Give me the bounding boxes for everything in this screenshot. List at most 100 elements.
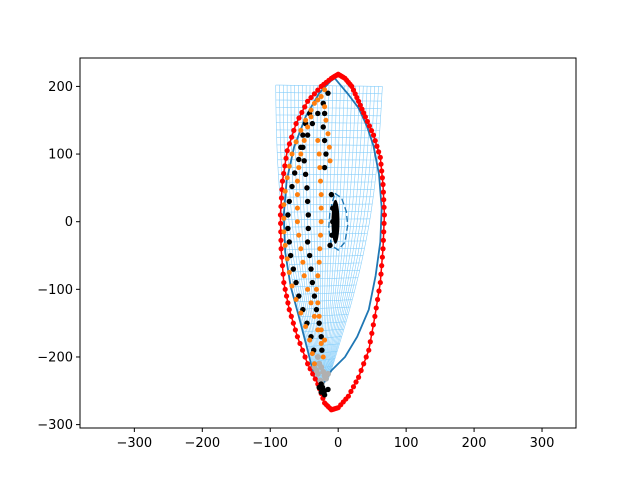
outline-point xyxy=(315,87,321,93)
outline-point xyxy=(283,155,289,161)
outline-point xyxy=(277,212,284,218)
black-point xyxy=(286,239,292,245)
gray-point xyxy=(322,375,329,382)
outline-point xyxy=(381,212,387,218)
mesh-col-line xyxy=(325,86,360,382)
outline-point xyxy=(299,347,306,353)
outline-point xyxy=(361,361,367,367)
black-point xyxy=(304,239,311,245)
black-point xyxy=(320,124,326,130)
black-point xyxy=(325,386,331,393)
outline-point xyxy=(286,141,293,147)
outline-point xyxy=(381,220,387,226)
x-tick-label: 300 xyxy=(530,436,555,451)
outline-point xyxy=(379,168,385,174)
y-tick-label: −200 xyxy=(37,350,73,365)
black-point xyxy=(311,293,318,299)
orange-point xyxy=(308,107,314,113)
black-point xyxy=(321,110,328,117)
orange-point xyxy=(281,202,287,208)
black-point xyxy=(306,252,313,259)
outline-point xyxy=(377,154,383,161)
outline-point xyxy=(296,115,302,121)
orange-point xyxy=(308,300,314,306)
black-point xyxy=(309,120,316,127)
outline-point xyxy=(355,374,362,380)
orange-point xyxy=(322,337,328,343)
outline-point xyxy=(376,288,382,294)
orange-point xyxy=(317,165,323,171)
orange-point xyxy=(323,117,329,123)
orange-point xyxy=(327,158,333,164)
x-tick-label: 100 xyxy=(394,436,419,451)
outline-point xyxy=(288,313,294,319)
outline-point xyxy=(378,271,384,277)
mesh-col-line xyxy=(325,86,364,382)
outline-point xyxy=(377,279,383,286)
outline-point xyxy=(359,106,365,112)
outline-point xyxy=(305,361,311,367)
outline-point xyxy=(281,279,287,286)
plot-frame xyxy=(79,57,577,429)
outline-point xyxy=(299,109,305,116)
orange-point xyxy=(294,178,300,184)
outline-point xyxy=(369,330,375,336)
outline-point xyxy=(279,178,286,184)
orange-point xyxy=(311,313,317,319)
y-tick-label: 0 xyxy=(65,215,73,230)
outline-point xyxy=(366,347,372,353)
contour-line xyxy=(282,77,383,390)
orange-point xyxy=(318,340,324,346)
outline-point xyxy=(282,286,288,292)
outline-point xyxy=(312,376,318,382)
orange-point xyxy=(322,87,328,93)
orange-point xyxy=(316,151,322,157)
black-point xyxy=(318,333,324,340)
black-point xyxy=(301,158,307,164)
x-tick-label: 200 xyxy=(462,436,487,451)
outline-point xyxy=(292,327,298,333)
black-point xyxy=(328,191,335,198)
outline-point xyxy=(370,132,377,138)
orange-point xyxy=(300,259,306,265)
black-point xyxy=(329,232,335,238)
orange-point xyxy=(294,205,300,211)
orange-point xyxy=(315,273,321,279)
orange-point xyxy=(315,300,321,306)
orange-point xyxy=(311,100,317,106)
orange-point xyxy=(294,219,300,225)
outline-point xyxy=(374,143,380,149)
mesh-col-line xyxy=(283,85,319,384)
outline-point xyxy=(280,271,286,277)
black-point xyxy=(285,212,291,218)
orange-point xyxy=(318,327,324,333)
black-point xyxy=(321,392,328,398)
outline-point xyxy=(283,293,290,299)
outline-point xyxy=(378,161,384,167)
black-point xyxy=(321,137,328,144)
orange-point xyxy=(298,151,304,157)
mesh-col-line xyxy=(327,86,383,381)
outline-point xyxy=(310,371,316,377)
orange-point xyxy=(296,232,302,238)
mesh-col-line xyxy=(325,86,356,382)
orange-point xyxy=(298,246,304,252)
gray-point xyxy=(313,367,320,374)
orange-point xyxy=(313,286,319,292)
outline-point xyxy=(372,138,378,144)
black-point xyxy=(290,266,297,272)
orange-point xyxy=(326,144,332,150)
orange-point xyxy=(282,188,288,194)
outline-point xyxy=(370,322,376,328)
orange-point xyxy=(284,175,290,181)
mesh-col-line xyxy=(312,85,322,383)
outline-point xyxy=(379,263,385,269)
mesh-col-line xyxy=(326,86,368,382)
orange-point xyxy=(305,124,311,130)
x-axis: −300 −200 −100 0 100 200 300 xyxy=(116,428,554,451)
outline-point xyxy=(372,313,378,319)
mesh-col-line xyxy=(322,85,326,383)
outline-point xyxy=(380,246,386,252)
outline-point xyxy=(282,163,288,169)
